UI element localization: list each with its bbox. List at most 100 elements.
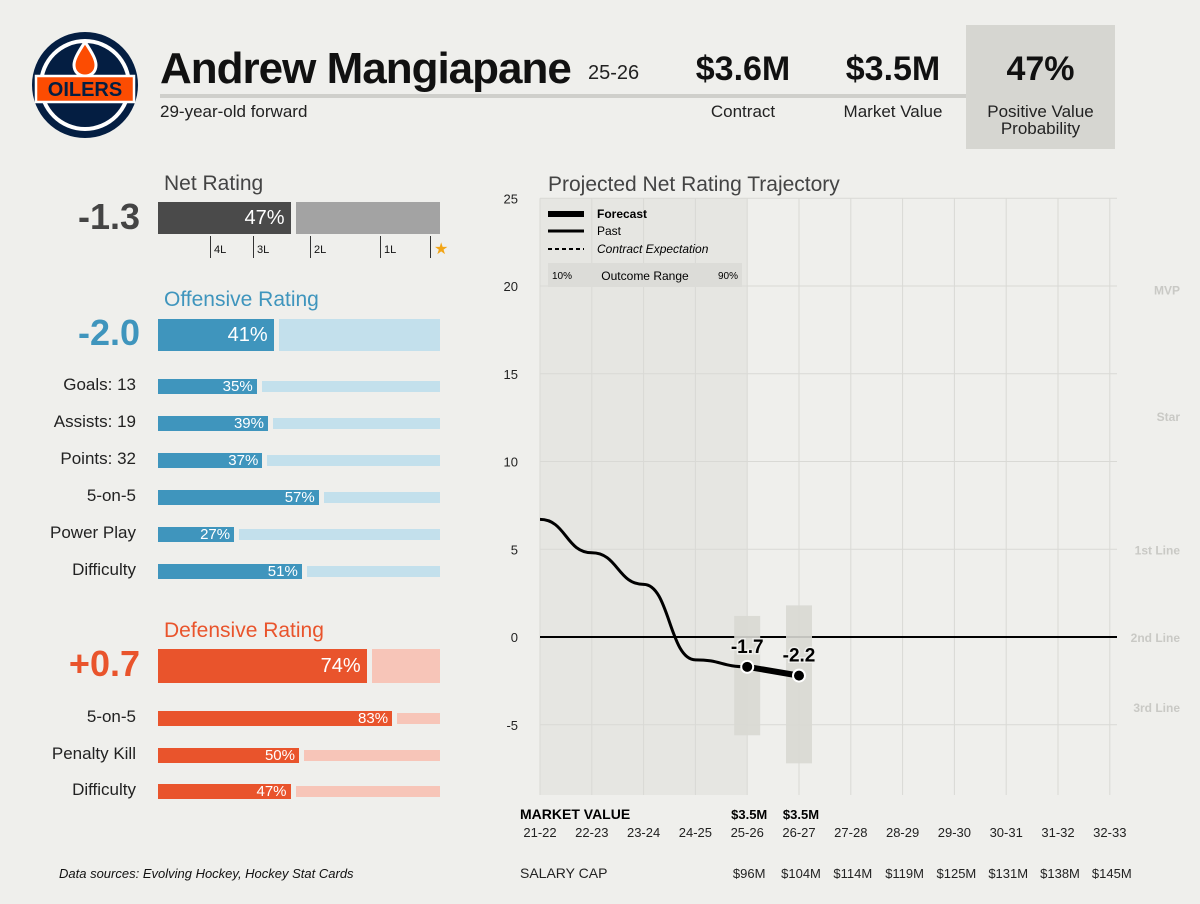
offense-row-pct: 37% <box>228 452 259 469</box>
offense-row-bar: 51% <box>158 564 440 579</box>
legend-contract-label: Contract Expectation <box>597 242 709 256</box>
y-tick-label: 0 <box>511 630 518 645</box>
net-rating-pct: 47% <box>244 207 285 229</box>
defense-row-pct: 47% <box>256 783 287 800</box>
tick-4l: 4L <box>214 244 227 256</box>
tick-4l-mark <box>210 236 211 258</box>
tier-label: 3rd Line <box>1133 701 1180 715</box>
defense-row-label: 5-on-5 <box>86 707 136 726</box>
tick-star-mark <box>430 236 431 258</box>
past-line <box>539 517 748 669</box>
season-label: 25-26 <box>588 62 640 84</box>
offensive-rating-bar: 41% <box>158 319 440 351</box>
x-tick-label: 24-25 <box>679 825 712 840</box>
x-tick-label: 28-29 <box>886 825 919 840</box>
market-value-label: $3.5M <box>731 807 767 822</box>
y-tick-label: 20 <box>504 279 518 294</box>
forecast-point-label: -2.2 <box>783 646 816 667</box>
tick-1l-mark <box>380 236 381 258</box>
tier-label: 1st Line <box>1135 543 1181 557</box>
defensive-rating-value: +0.7 <box>68 643 140 684</box>
header-divider <box>160 94 966 98</box>
y-tick-label: 25 <box>504 191 518 206</box>
x-tick-label: 23-24 <box>627 825 660 840</box>
defense-row-fill: 50% <box>158 746 299 764</box>
offense-row-fill: 39% <box>158 416 268 431</box>
net-rating-bar: 47% <box>158 202 440 234</box>
positive-value-label: Positive Value <box>987 102 1094 121</box>
defensive-rating-fill: 74% <box>158 649 367 683</box>
salary-cap-row-label: SALARY CAP <box>520 865 607 881</box>
offense-row-bar: 37% <box>158 453 440 468</box>
market-value: $3.5M <box>845 50 941 88</box>
x-tick-label: 31-32 <box>1041 825 1074 840</box>
x-tick-label: 26-27 <box>782 825 815 840</box>
net-rating-track <box>295 202 440 234</box>
forecast-line <box>746 663 800 679</box>
y-tick-label: 5 <box>511 542 518 557</box>
market-value-row-label: MARKET VALUE <box>520 806 630 822</box>
offense-row-track <box>261 381 440 392</box>
forecast-point-label: -1.7 <box>731 637 764 658</box>
offense-row-track <box>323 492 440 503</box>
salary-cap-value: $104M <box>781 866 821 881</box>
salary-cap-value: $119M <box>885 866 924 881</box>
x-tick-label: 30-31 <box>990 825 1023 840</box>
legend-range-high: 90% <box>718 271 738 282</box>
defensive-rating-track <box>371 649 440 683</box>
net-rating-title: Net Rating <box>164 172 264 195</box>
y-tick-label: 15 <box>504 367 518 382</box>
offense-row-fill: 57% <box>158 490 319 505</box>
defense-row-pct: 50% <box>264 746 295 764</box>
tier-label: MVP <box>1154 284 1180 298</box>
offensive-rating-track <box>278 319 440 351</box>
defense-row-bar: 47% <box>158 784 440 799</box>
salary-cap-value: $138M <box>1040 866 1080 881</box>
player-subtitle: 29-year-old forward <box>160 102 308 121</box>
offense-row-label: Difficulty <box>72 560 136 579</box>
contract-value: $3.6M <box>695 50 791 88</box>
offense-row-label: Points: 32 <box>60 449 136 468</box>
legend-range-label: Outcome Range <box>601 269 689 283</box>
net-rating-value: -1.3 <box>77 196 140 237</box>
defense-row-fill: 47% <box>158 784 291 799</box>
contract-label: Contract <box>710 102 776 121</box>
outcome-range-band <box>786 605 812 764</box>
salary-cap-value: $114M <box>833 866 872 881</box>
offense-row-label: Goals: 13 <box>63 375 136 394</box>
offense-row-pct: 35% <box>222 378 253 395</box>
defense-row-fill: 83% <box>158 711 393 726</box>
forecast-point <box>792 668 806 683</box>
offensive-rating-title: Offensive Rating <box>164 288 319 311</box>
salary-cap-value: $125M <box>937 866 977 881</box>
market-value-label: Market Value <box>843 102 943 121</box>
chart-title: Projected Net Rating Trajectory <box>548 173 840 196</box>
offense-row-bar: 39% <box>158 416 440 431</box>
logo-wordmark: OILERS <box>48 79 122 101</box>
tick-2l-mark <box>310 236 311 258</box>
tier-label: Star <box>1157 410 1181 424</box>
offense-row-pct: 57% <box>284 489 315 506</box>
defense-row-bar: 83% <box>158 711 440 726</box>
outcome-range-band <box>734 615 761 736</box>
team-logo: OILERS <box>32 32 138 138</box>
tick-3l: 3L <box>257 244 270 256</box>
offense-row-fill: 27% <box>158 526 235 543</box>
defense-row-track <box>397 713 440 724</box>
defensive-rating-bar: 74% <box>158 649 440 683</box>
net-rating-fill: 47% <box>158 202 291 234</box>
offense-row-pct: 51% <box>267 563 298 580</box>
legend-range-swatch <box>548 263 742 287</box>
positive-value-panel: 47% Positive Value Probability <box>966 25 1115 149</box>
offense-row-fill: 51% <box>158 564 302 579</box>
offense-row-fill: 37% <box>158 452 263 469</box>
net-rating-ticks: 4L 3L 2L 1L ★ <box>158 236 448 260</box>
trajectory-chart: 25 20 15 10 5 0 -5 MVP Star 1st Line 2nd Line 3rd L… <box>504 191 1181 881</box>
star-icon: ★ <box>434 241 449 258</box>
offense-row-pct: 27% <box>200 526 231 543</box>
defense-row-label: Penalty Kill <box>51 743 136 763</box>
y-tick-label: -5 <box>506 718 518 733</box>
legend-past-label: Past <box>597 224 622 238</box>
tick-2l: 2L <box>314 244 327 256</box>
offensive-rating-value: -2.0 <box>77 312 140 353</box>
